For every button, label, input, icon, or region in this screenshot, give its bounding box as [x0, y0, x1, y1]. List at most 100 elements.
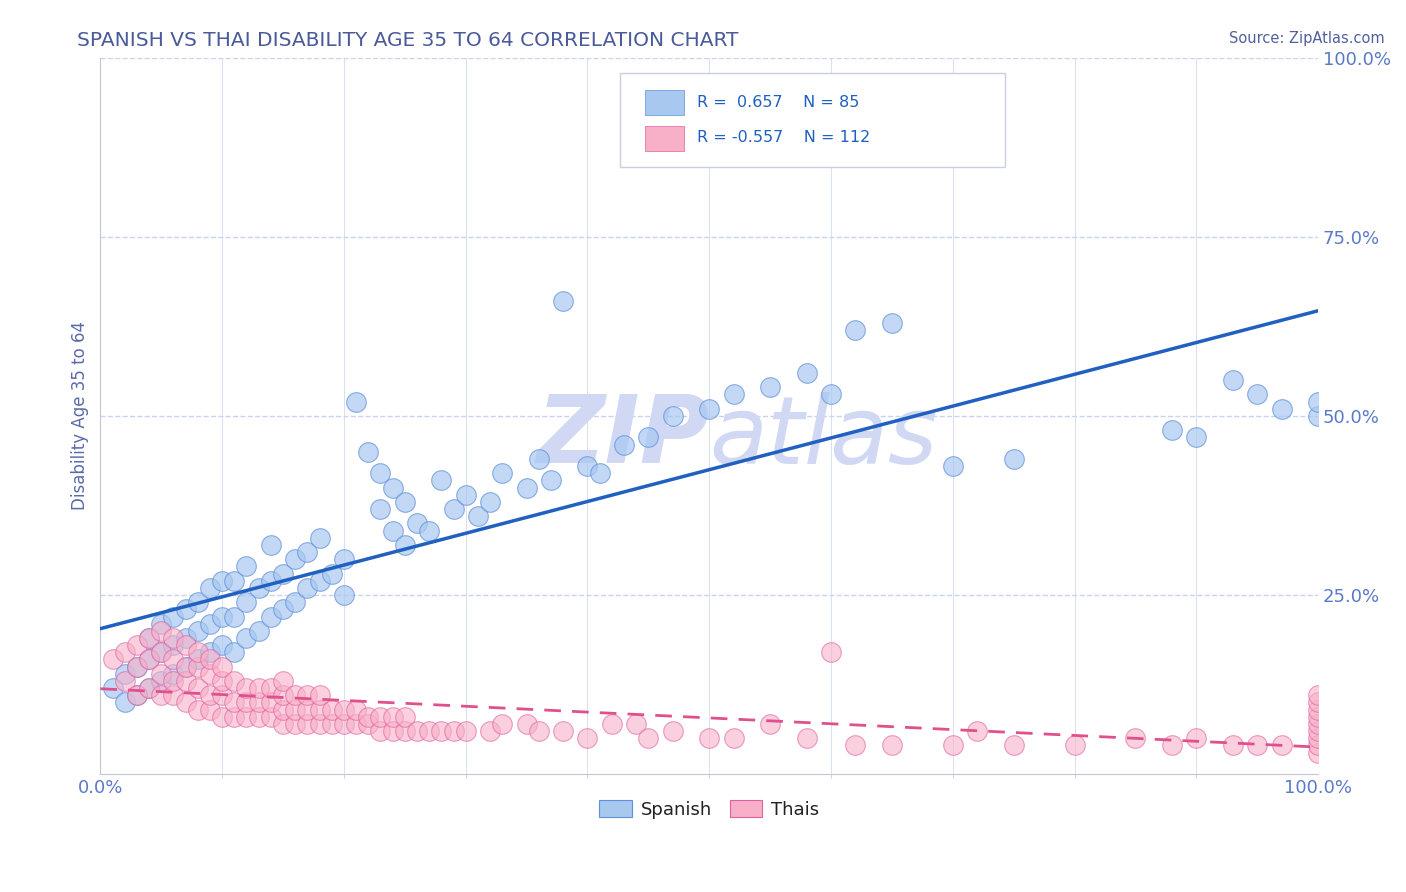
- Point: [174, 659, 197, 673]
- Text: R =  0.657    N = 85: R = 0.657 N = 85: [697, 95, 859, 110]
- Point: [600, 717, 623, 731]
- Point: [479, 724, 502, 739]
- Point: [406, 724, 429, 739]
- Point: [443, 724, 465, 739]
- Point: [394, 538, 416, 552]
- Point: [697, 401, 720, 416]
- Point: [187, 703, 209, 717]
- Point: [224, 609, 246, 624]
- Point: [540, 474, 562, 488]
- Point: [723, 387, 745, 401]
- Point: [1308, 703, 1330, 717]
- Point: [247, 696, 270, 710]
- Point: [516, 481, 538, 495]
- Point: [235, 696, 257, 710]
- Point: [187, 624, 209, 638]
- Point: [454, 724, 477, 739]
- Point: [198, 616, 221, 631]
- Point: [211, 638, 233, 652]
- Point: [491, 717, 513, 731]
- Point: [271, 566, 294, 581]
- Text: Source: ZipAtlas.com: Source: ZipAtlas.com: [1229, 31, 1385, 46]
- Point: [162, 666, 184, 681]
- Point: [162, 652, 184, 666]
- Point: [235, 710, 257, 724]
- Point: [150, 645, 173, 659]
- Text: R = -0.557    N = 112: R = -0.557 N = 112: [697, 130, 870, 145]
- Point: [1185, 430, 1208, 444]
- Point: [260, 538, 283, 552]
- FancyBboxPatch shape: [645, 126, 683, 151]
- Point: [125, 689, 148, 703]
- Point: [370, 724, 392, 739]
- Point: [198, 703, 221, 717]
- Point: [247, 581, 270, 595]
- Point: [321, 566, 343, 581]
- Point: [430, 474, 453, 488]
- Point: [101, 681, 124, 695]
- Point: [150, 616, 173, 631]
- Point: [381, 481, 404, 495]
- Point: [1002, 451, 1025, 466]
- Point: [796, 731, 818, 746]
- Point: [1161, 423, 1184, 437]
- Point: [344, 703, 367, 717]
- Point: [198, 581, 221, 595]
- Point: [479, 495, 502, 509]
- Point: [138, 631, 160, 645]
- Point: [271, 602, 294, 616]
- Point: [224, 574, 246, 588]
- Point: [308, 574, 330, 588]
- Point: [187, 659, 209, 673]
- Point: [381, 524, 404, 538]
- Point: [1271, 401, 1294, 416]
- Point: [394, 710, 416, 724]
- Point: [406, 516, 429, 531]
- Point: [211, 689, 233, 703]
- Point: [467, 509, 489, 524]
- Point: [260, 696, 283, 710]
- Point: [284, 689, 307, 703]
- Point: [284, 552, 307, 566]
- Point: [430, 724, 453, 739]
- Point: [101, 652, 124, 666]
- Point: [394, 724, 416, 739]
- Point: [1246, 739, 1268, 753]
- Legend: Spanish, Thais: Spanish, Thais: [592, 793, 827, 826]
- Point: [150, 673, 173, 688]
- Point: [1308, 394, 1330, 409]
- Point: [125, 638, 148, 652]
- Point: [553, 724, 575, 739]
- Point: [125, 689, 148, 703]
- Point: [820, 387, 842, 401]
- Point: [187, 652, 209, 666]
- Point: [880, 739, 903, 753]
- Point: [1161, 739, 1184, 753]
- Point: [723, 731, 745, 746]
- Point: [527, 451, 550, 466]
- Point: [333, 703, 356, 717]
- Point: [224, 710, 246, 724]
- Point: [418, 724, 440, 739]
- Point: [211, 673, 233, 688]
- Point: [1308, 689, 1330, 703]
- Point: [247, 710, 270, 724]
- Point: [588, 467, 610, 481]
- Point: [284, 595, 307, 609]
- Point: [271, 703, 294, 717]
- Point: [333, 588, 356, 602]
- Point: [174, 696, 197, 710]
- Point: [271, 717, 294, 731]
- Point: [235, 681, 257, 695]
- Point: [224, 673, 246, 688]
- Point: [174, 631, 197, 645]
- Point: [1002, 739, 1025, 753]
- Point: [966, 724, 988, 739]
- Text: SPANISH VS THAI DISABILITY AGE 35 TO 64 CORRELATION CHART: SPANISH VS THAI DISABILITY AGE 35 TO 64 …: [77, 31, 738, 50]
- Point: [211, 609, 233, 624]
- Point: [820, 645, 842, 659]
- Point: [150, 624, 173, 638]
- Point: [235, 595, 257, 609]
- Point: [1271, 739, 1294, 753]
- Point: [138, 681, 160, 695]
